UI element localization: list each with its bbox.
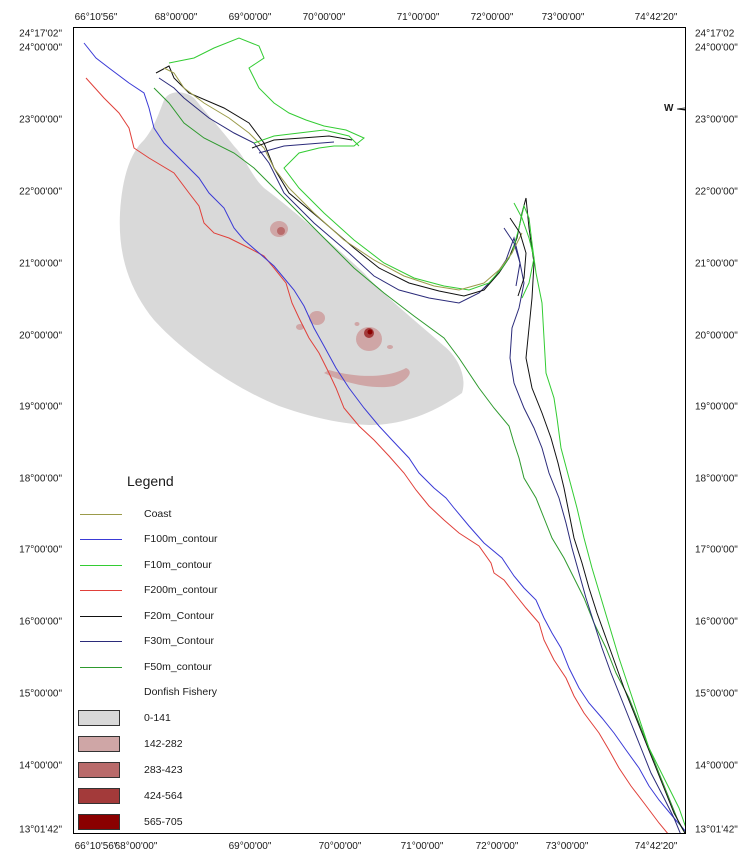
lat-tick-left: 18°00'00" xyxy=(19,473,62,485)
lat-tick-right: 21°00'00" xyxy=(695,258,738,270)
corner-label-top-right: 74°42'20" xyxy=(634,12,678,23)
fishery-patch xyxy=(356,327,382,351)
fishery-patch xyxy=(387,345,393,349)
corner-label-left-top: 24°17'02" xyxy=(19,28,62,40)
fishery-patch xyxy=(367,329,373,335)
legend-line-label: Coast xyxy=(144,508,172,520)
lat-tick-right: 16°00'00" xyxy=(695,616,738,628)
legend-class-swatch xyxy=(78,736,120,752)
map-canvas xyxy=(83,37,685,833)
compass-icon xyxy=(676,107,685,111)
lon-tick-bottom: 72°00'00" xyxy=(475,841,519,852)
legend-line-swatch xyxy=(80,590,122,591)
lat-tick-left: 15°00'00" xyxy=(19,688,62,700)
legend-class-swatch xyxy=(78,710,120,726)
legend-line-label: F50m_contour xyxy=(144,661,212,673)
f10m-contour-line xyxy=(168,37,685,827)
lat-tick-right: 24°00'00" xyxy=(695,42,738,54)
lat-tick-right: 19°00'00" xyxy=(695,401,738,413)
fishery-patch xyxy=(296,324,304,330)
legend-class-label: 0-141 xyxy=(144,712,171,724)
legend-class-label: 142-282 xyxy=(144,738,183,750)
lat-tick-left: 20°00'00" xyxy=(19,330,62,342)
legend-class-swatch xyxy=(78,762,120,778)
fishery-patch xyxy=(277,227,285,235)
legend-line-label: F100m_contour xyxy=(144,533,218,545)
lat-tick-right: 23°00'00" xyxy=(695,114,738,126)
lon-tick-bottom: 71°00'00" xyxy=(400,841,444,852)
legend-class-label: 424-564 xyxy=(144,790,183,802)
compass-west-label: W xyxy=(664,103,674,114)
legend-class-label: 565-705 xyxy=(144,816,183,828)
lon-tick-top: 68°00'00" xyxy=(154,12,198,23)
legend-line-swatch xyxy=(80,565,122,566)
lat-tick-left: 22°00'00" xyxy=(19,186,62,198)
fishery-zone-0-141 xyxy=(119,92,464,425)
f100m-contour-line xyxy=(83,42,685,832)
map-frame: N S W E xyxy=(73,27,686,834)
f50m-contour-line xyxy=(153,87,685,833)
corner-label-top-left: 66°10'56" xyxy=(74,12,118,23)
lat-tick-left: 23°00'00" xyxy=(19,114,62,126)
lat-tick-left: 17°00'00" xyxy=(19,544,62,556)
lon-tick-top: 73°00'00" xyxy=(541,12,585,23)
lon-tick-top: 70°00'00" xyxy=(302,12,346,23)
lat-tick-right: 17°00'00" xyxy=(695,544,738,556)
lon-tick-top: 72°00'00" xyxy=(470,12,514,23)
legend-class-swatch xyxy=(78,814,120,830)
lon-tick-top: 69°00'00" xyxy=(228,12,272,23)
lon-tick-bottom: 73°00'00" xyxy=(545,841,589,852)
lat-tick-left: 16°00'00" xyxy=(19,616,62,628)
lat-tick-right: 18°00'00" xyxy=(695,473,738,485)
corner-label-bottom-left: 66°10'56" xyxy=(74,841,118,852)
f200m-contour-line xyxy=(85,77,668,833)
lat-tick-right: 15°00'00" xyxy=(695,688,738,700)
legend-line-swatch xyxy=(80,539,122,540)
legend-line-label: F200m_contour xyxy=(144,584,218,596)
fishery-patch xyxy=(324,368,410,388)
corner-label-right-bottom: 13°01'42" xyxy=(695,824,738,836)
lon-tick-bottom: 70°00'00" xyxy=(318,841,362,852)
lat-tick-left: 24°00'00" xyxy=(19,42,62,54)
legend-line-swatch xyxy=(80,641,122,642)
f30m-contour-line xyxy=(158,77,681,833)
f20m-contour-line xyxy=(155,65,685,833)
compass-rose: N S W E xyxy=(664,65,685,151)
lat-tick-right: 14°00'00" xyxy=(695,760,738,772)
legend-line-label: F20m_Contour xyxy=(144,610,215,622)
coast-line xyxy=(163,67,523,291)
legend-class-swatch xyxy=(78,788,120,804)
lon-tick-top: 71°00'00" xyxy=(396,12,440,23)
gulf-of-kutch-contours xyxy=(251,129,535,299)
fishery-patch xyxy=(354,322,360,326)
legend-line-swatch xyxy=(80,616,122,617)
lat-tick-left: 14°00'00" xyxy=(19,760,62,772)
lat-tick-right: 20°00'00" xyxy=(695,330,738,342)
legend-line-swatch xyxy=(80,667,122,668)
corner-label-right-top: 24°17'02 xyxy=(695,28,735,40)
lat-tick-left: 19°00'00" xyxy=(19,401,62,413)
legend-line-label: F30m_Contour xyxy=(144,635,215,647)
legend-title: Legend xyxy=(127,473,174,489)
lat-tick-right: 22°00'00" xyxy=(695,186,738,198)
legend-fishery-title: Donfish Fishery xyxy=(144,686,217,698)
legend-class-label: 283-423 xyxy=(144,764,183,776)
lon-tick-bottom: 68°00'00" xyxy=(114,841,158,852)
corner-label-bottom-right: 74°42'20" xyxy=(634,841,678,852)
legend-line-swatch xyxy=(80,514,122,515)
lon-tick-bottom: 69°00'00" xyxy=(228,841,272,852)
legend-line-label: F10m_contour xyxy=(144,559,212,571)
fishery-patch xyxy=(309,311,325,325)
lat-tick-left: 21°00'00" xyxy=(19,258,62,270)
corner-label-left-bottom: 13°01'42" xyxy=(19,824,62,836)
